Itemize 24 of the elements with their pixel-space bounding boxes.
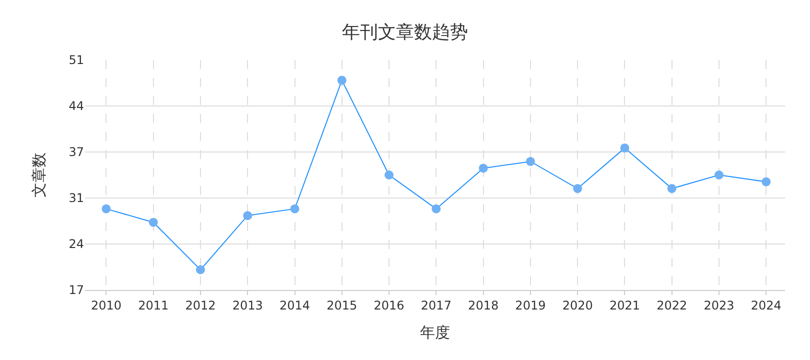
x-axis-title: 年度 — [420, 323, 450, 342]
y-tick-label: 44 — [68, 99, 84, 114]
x-tick-label: 2022 — [656, 298, 688, 312]
y-tick-label: 24 — [68, 237, 84, 252]
x-tick-label: 2010 — [90, 298, 122, 312]
x-tick-label: 2012 — [185, 298, 216, 312]
x-tick-label: 2020 — [562, 298, 593, 312]
y-tick-label: 51 — [68, 53, 84, 68]
chart-title: 年刊文章数趋势 — [342, 22, 468, 43]
x-tick-label: 2014 — [279, 298, 310, 312]
x-tick-label: 2011 — [138, 298, 169, 312]
x-tick-label: 2018 — [468, 298, 499, 312]
x-tick-label: 2015 — [326, 298, 358, 312]
x-tick-label: 2021 — [609, 298, 640, 312]
x-tick-label: 2016 — [374, 298, 404, 312]
x-tick-label: 2017 — [420, 298, 452, 312]
y-tick-label: 37 — [68, 145, 84, 160]
y-tick-label: 17 — [68, 283, 84, 298]
x-tick-label: 2013 — [232, 298, 263, 312]
x-tick-label: 2023 — [704, 298, 734, 312]
x-tick-label: 2024 — [750, 298, 782, 312]
x-tick-label: 2019 — [515, 298, 546, 312]
y-tick-label: 31 — [68, 191, 84, 206]
y-axis-title: 文章数 — [30, 152, 48, 198]
